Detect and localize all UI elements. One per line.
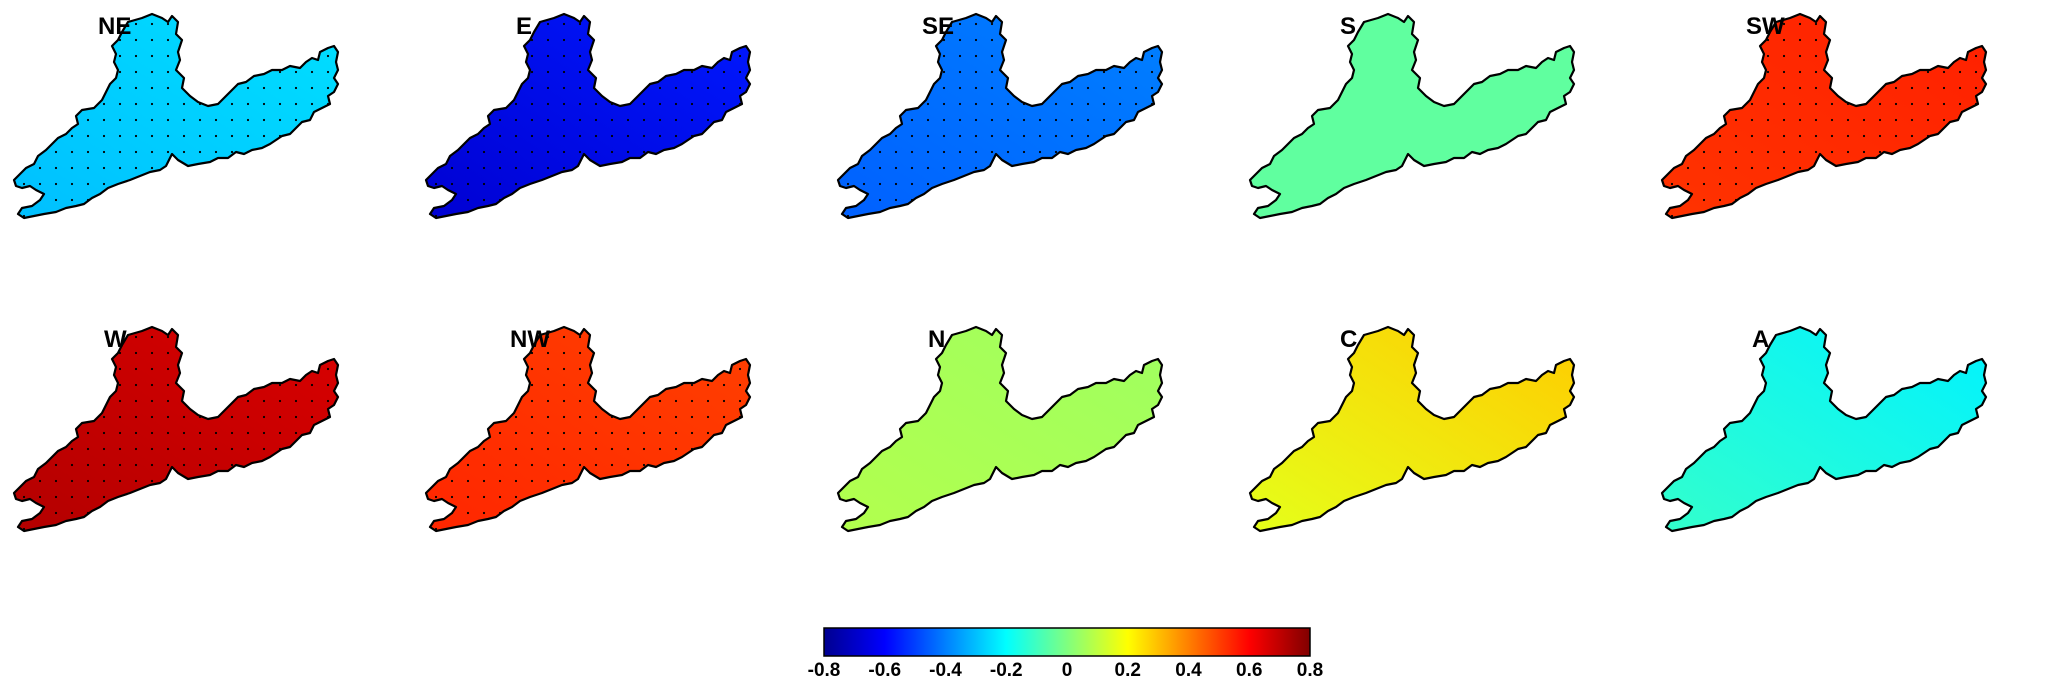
region-fill <box>1250 14 1574 218</box>
region-fill <box>1250 327 1574 531</box>
colorbar-tick-label: 0.6 <box>1236 660 1262 681</box>
significance-stippling <box>426 327 750 531</box>
map-panel-c: C <box>1248 325 1576 533</box>
panel-label-n: N <box>928 326 945 353</box>
region-outline <box>1660 325 1988 533</box>
significance-stippling <box>14 327 338 531</box>
map-panel-sw: SW <box>1660 12 1988 220</box>
colorbar-tick-label: 0.2 <box>1115 660 1141 681</box>
panel-label-sw: SW <box>1746 13 1785 40</box>
panel-label-w: W <box>104 326 127 353</box>
region-outline <box>1248 325 1576 533</box>
colorbar-tick-label: -0.6 <box>868 660 901 681</box>
region-outline <box>836 325 1164 533</box>
map-panel-e: E <box>424 12 752 220</box>
colorbar-tick-label: 0.8 <box>1297 660 1323 681</box>
region-outline <box>12 325 340 533</box>
colorbar-tick-label: -0.2 <box>990 660 1023 681</box>
colorbar-ticks: -0.8 -0.6 -0.4 -0.2 0 0.2 0.4 0.6 0.8 <box>808 660 1324 681</box>
significance-stippling <box>426 14 750 218</box>
region-fill <box>1662 327 1986 531</box>
significance-stippling <box>838 14 1162 218</box>
panel-label-nw: NW <box>510 326 550 353</box>
panel-label-se: SE <box>922 13 954 40</box>
region-outline <box>1248 12 1576 220</box>
map-panel-a: A <box>1660 325 1988 533</box>
region-outline <box>424 325 752 533</box>
panel-label-e: E <box>516 13 532 40</box>
map-panel-n: N <box>836 325 1164 533</box>
map-panel-w: W <box>12 325 340 533</box>
region-outline <box>12 12 340 220</box>
colorbar-tick-label: -0.8 <box>808 660 841 681</box>
significance-stippling <box>14 14 338 218</box>
region-fill <box>838 327 1162 531</box>
region-outline <box>424 12 752 220</box>
map-panel-s: S <box>1248 12 1576 220</box>
panel-label-s: S <box>1340 13 1356 40</box>
colorbar: -0.8 -0.6 -0.4 -0.2 0 0.2 0.4 0.6 0.8 <box>808 627 1324 681</box>
map-panels: NE E SE S SW W NW N C A <box>12 12 1988 533</box>
panel-label-c: C <box>1340 326 1357 353</box>
panel-label-ne: NE <box>98 13 131 40</box>
panel-label-a: A <box>1752 326 1769 353</box>
map-panel-nw: NW <box>424 325 752 533</box>
colorbar-tick-label: 0 <box>1062 660 1073 681</box>
colorbar-gradient <box>823 627 1311 657</box>
colorbar-tick-label: 0.4 <box>1175 660 1202 681</box>
map-panel-se: SE <box>836 12 1164 220</box>
colorbar-tick-label: -0.4 <box>929 660 962 681</box>
region-outline <box>1660 12 1988 220</box>
map-panel-ne: NE <box>12 12 340 220</box>
significance-stippling <box>1662 14 1986 218</box>
region-outline <box>836 12 1164 220</box>
